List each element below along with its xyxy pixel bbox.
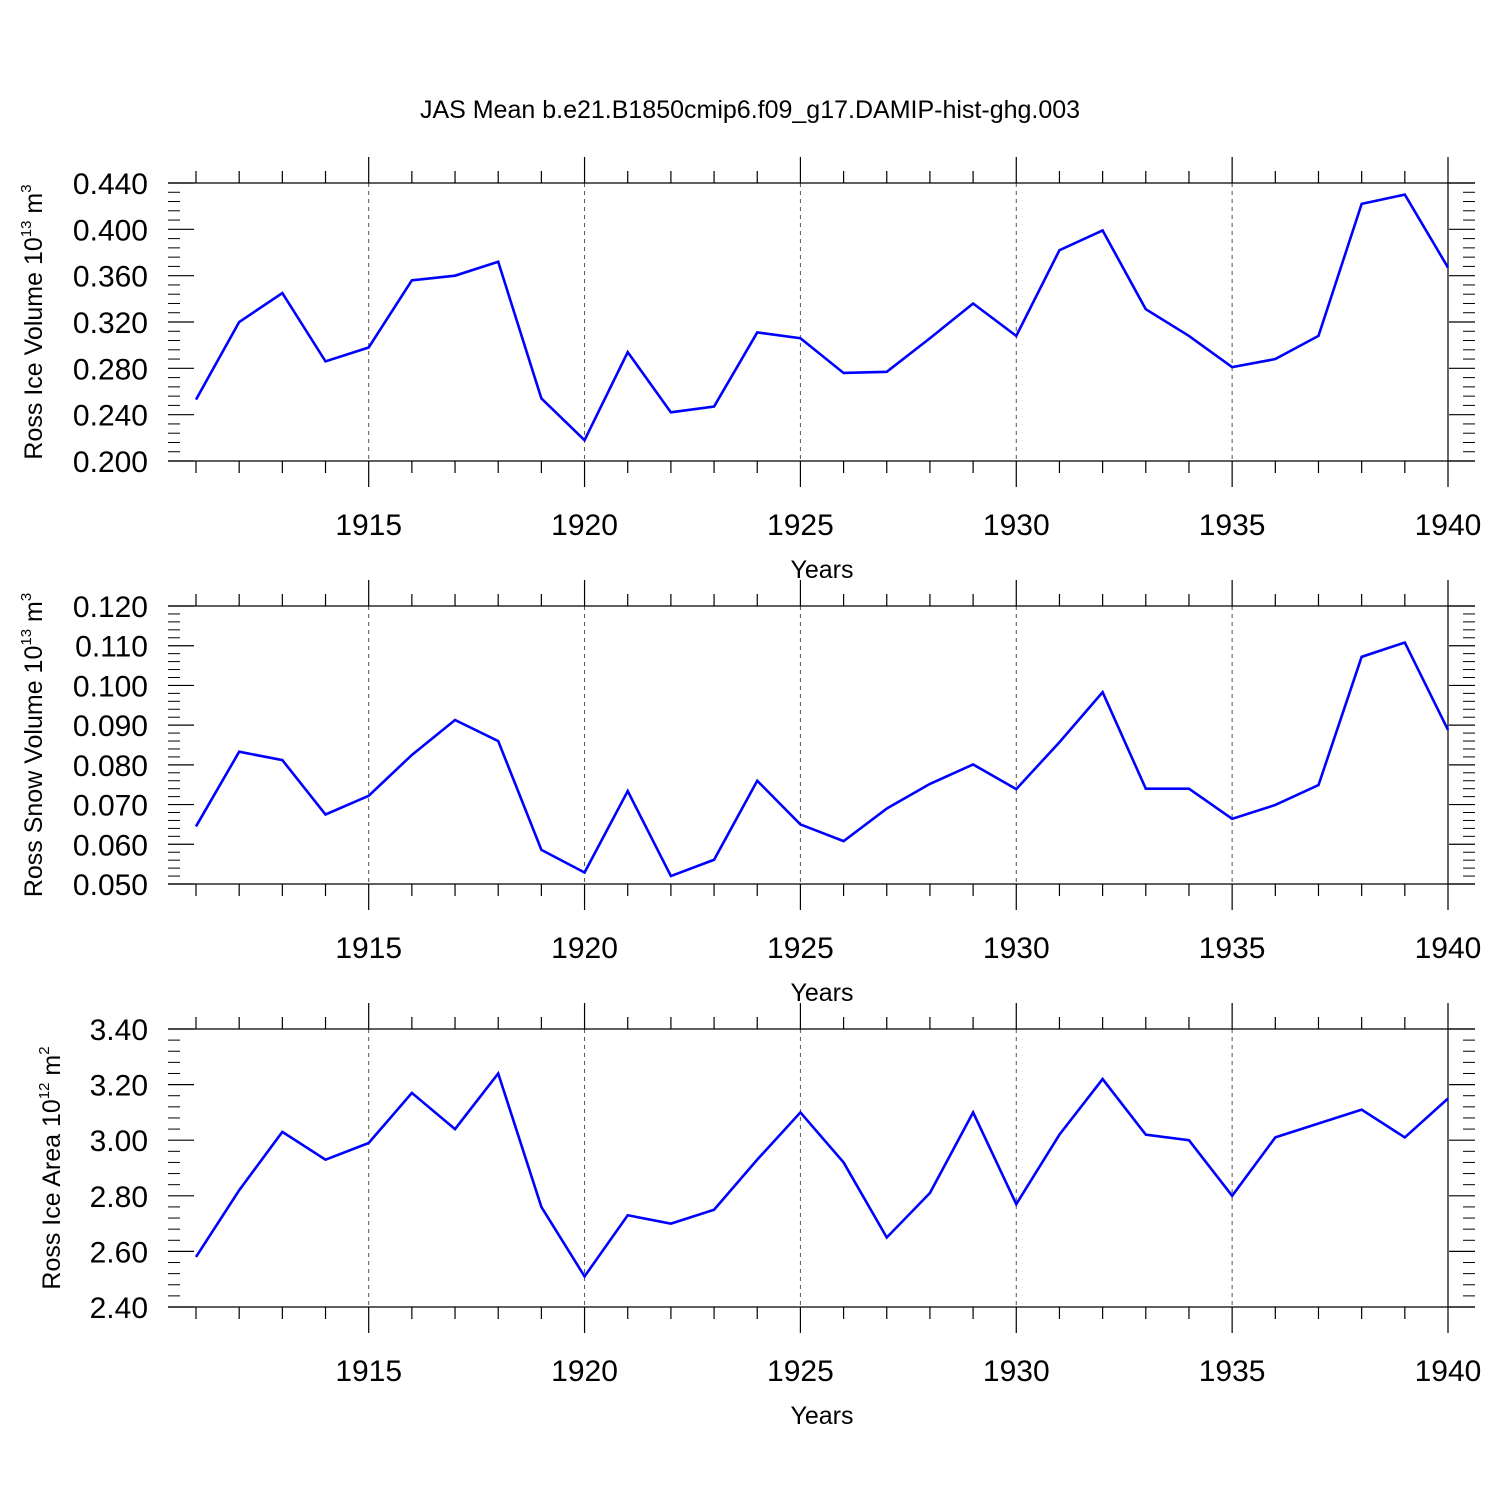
y-tick-label: 3.00 <box>90 1125 148 1158</box>
x-tick-label: 1940 <box>1415 932 1482 965</box>
x-tick-label: 1935 <box>1199 509 1266 542</box>
chart-panel-2: 0.050 0.060 0.070 0.080 0.090 0.100 0.110 0.120… <box>18 580 1481 1007</box>
x-tick-label: 1920 <box>551 1355 618 1388</box>
x-tick-label: 1915 <box>335 932 402 965</box>
x-tick-label: 1915 <box>335 1355 402 1388</box>
y-tick-label: 3.40 <box>90 1014 148 1047</box>
series-line-1 <box>194 640 1450 878</box>
y-tick-label: 3.20 <box>90 1070 148 1103</box>
x-axis-title: Years <box>790 556 853 584</box>
x-tick-label: 1940 <box>1415 509 1482 542</box>
series-line-1 <box>194 1070 1449 1279</box>
x-tick-label: 1930 <box>983 932 1050 965</box>
x-axis-title: Years <box>790 1402 853 1430</box>
main-title: JAS Mean b.e21.B1850cmip6.f09_g17.DAMIP-… <box>420 96 1080 124</box>
x-axis-title: Years <box>790 979 853 1007</box>
y-tick-label: 0.400 <box>73 214 148 247</box>
y-tick-label: 0.090 <box>73 710 148 743</box>
x-tick-label: 1930 <box>983 1355 1050 1388</box>
y-axis-title: Ross Ice Area 1012 m2 <box>36 1046 66 1289</box>
x-tick-label: 1915 <box>335 509 402 542</box>
y-axis-title: Ross Ice Volume 1013 m3 <box>18 184 48 459</box>
x-tick-label: 1925 <box>767 509 834 542</box>
y-tick-label: 0.280 <box>73 353 148 386</box>
y-tick-label: 0.110 <box>75 631 148 664</box>
y-tick-label: 0.360 <box>73 261 148 294</box>
x-tick-label: 1925 <box>767 932 834 965</box>
y-tick-label: 2.60 <box>90 1236 148 1269</box>
panels: 0.200 0.240 0.280 0.320 0.360 0.400 0.440 1915 1… <box>18 157 1481 1430</box>
x-tick-label: 1940 <box>1415 1355 1482 1388</box>
x-tick-label: 1920 <box>551 932 618 965</box>
y-tick-label: 2.80 <box>90 1181 148 1214</box>
x-tick-label: 1925 <box>767 1355 834 1388</box>
y-tick-label: 2.40 <box>90 1292 148 1325</box>
y-tick-label: 0.080 <box>73 750 148 783</box>
y-tick-label: 0.200 <box>73 446 148 479</box>
y-tick-label: 0.050 <box>73 869 148 902</box>
series-line-1 <box>194 193 1450 443</box>
y-tick-label: 0.440 <box>73 168 148 201</box>
x-tick-label: 1935 <box>1199 1355 1266 1388</box>
x-tick-label: 1920 <box>551 509 618 542</box>
y-tick-label: 0.060 <box>73 829 148 862</box>
chart-panel-1: 0.200 0.240 0.280 0.320 0.360 0.400 0.440 1915 1… <box>18 157 1481 584</box>
x-tick-label: 1930 <box>983 509 1050 542</box>
y-tick-label: 0.240 <box>73 400 148 433</box>
y-tick-label: 0.320 <box>73 307 148 340</box>
y-tick-label: 0.070 <box>73 790 148 823</box>
y-tick-label: 0.120 <box>73 591 148 624</box>
y-tick-label: 0.100 <box>73 670 148 703</box>
chart-panel-3: 2.40 2.60 2.80 3.00 3.20 3.40 1915 1920 1925 1930… <box>36 1003 1481 1430</box>
y-axis-title: Ross Snow Volume 1013 m3 <box>18 593 48 897</box>
x-tick-label: 1935 <box>1199 932 1266 965</box>
